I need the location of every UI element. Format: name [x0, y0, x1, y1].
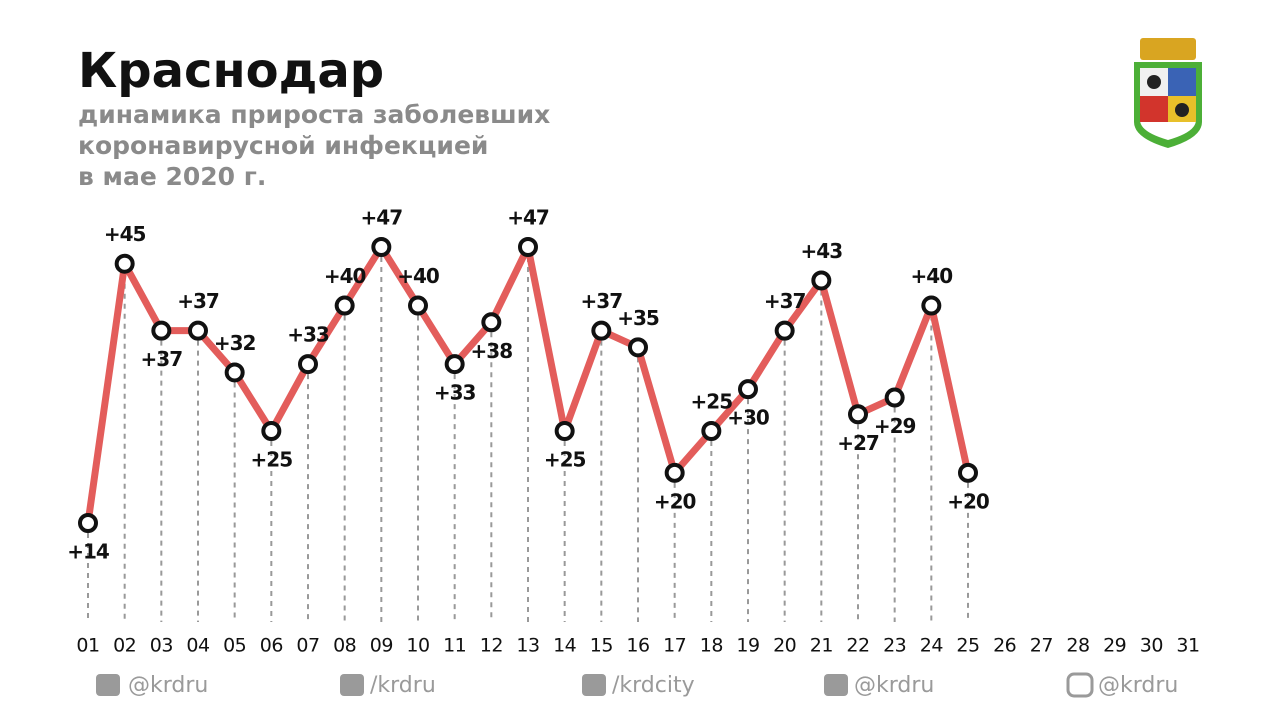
point — [701, 421, 722, 441]
x-tick-label: 03 — [150, 635, 173, 657]
x-tick-label: 14 — [553, 635, 577, 657]
x-tick-label: 28 — [1066, 635, 1089, 657]
point — [224, 362, 245, 383]
point — [628, 337, 648, 358]
x-tick-label: 22 — [846, 635, 869, 657]
value-label: +25 — [544, 448, 586, 472]
x-tick-label: 12 — [480, 635, 503, 657]
x-tick-label: 25 — [956, 635, 979, 657]
x-tick-label: 26 — [993, 635, 1016, 657]
footer-handle: @krdru — [128, 673, 208, 698]
value-label: +37 — [177, 289, 219, 313]
value-label: +30 — [727, 406, 769, 430]
value-label: +35 — [617, 306, 659, 330]
point — [481, 312, 502, 333]
point — [958, 462, 978, 483]
value-label: +47 — [361, 206, 403, 230]
x-tick-label: 13 — [516, 635, 539, 657]
point — [298, 354, 318, 375]
point — [554, 421, 575, 441]
x-tick-label: 23 — [883, 635, 906, 657]
value-label: +29 — [874, 414, 916, 438]
point — [811, 270, 832, 291]
value-label: +37 — [141, 347, 183, 371]
subtitle: динамика прироста заболевших — [78, 100, 550, 129]
value-label: +37 — [581, 289, 623, 313]
point — [188, 320, 208, 341]
x-tick-label: 11 — [443, 635, 466, 657]
x-tick-label: 05 — [223, 635, 246, 657]
x-tick-label: 06 — [260, 635, 283, 657]
point — [738, 379, 758, 400]
point — [78, 513, 98, 533]
chart-title: Краснодар — [78, 43, 384, 99]
point — [408, 295, 428, 316]
value-label: +33 — [434, 381, 476, 405]
x-tick-label: 18 — [700, 635, 723, 657]
x-tick-label: 02 — [113, 635, 136, 657]
value-label: +38 — [471, 339, 513, 363]
x-tick-label: 10 — [406, 635, 429, 657]
point — [261, 421, 282, 441]
x-tick-label: 24 — [920, 635, 944, 657]
footer-handle: @krdru — [1098, 673, 1178, 698]
point — [371, 237, 392, 257]
x-tick-label: 20 — [773, 635, 796, 657]
value-label: +40 — [911, 264, 953, 288]
footer: @krdru /krdru /krdcity @krdru @krdru — [96, 672, 1178, 698]
x-tick-label: 31 — [1176, 635, 1199, 657]
value-label: +40 — [324, 264, 366, 288]
value-label: +25 — [251, 448, 293, 472]
value-label: +47 — [507, 206, 549, 230]
point — [921, 295, 942, 316]
value-label: +40 — [397, 264, 439, 288]
point — [884, 387, 905, 408]
x-tick-label: 07 — [296, 635, 319, 657]
subtitle: в мае 2020 г. — [78, 162, 266, 191]
x-tick-label: 09 — [370, 635, 393, 657]
value-label: +45 — [104, 222, 146, 246]
point — [591, 320, 612, 341]
value-label: +20 — [654, 489, 696, 513]
value-label: +25 — [691, 390, 733, 414]
point — [114, 253, 135, 274]
x-tick-label: 27 — [1030, 635, 1053, 657]
x-tick-label: 17 — [663, 635, 686, 657]
point — [151, 320, 172, 341]
point — [774, 320, 795, 341]
value-label: +33 — [287, 323, 329, 347]
x-tick-label: 15 — [590, 635, 613, 657]
x-tick-label: 01 — [76, 635, 99, 657]
value-label: +37 — [764, 289, 806, 313]
value-label: +20 — [947, 489, 989, 513]
value-label: +27 — [837, 431, 879, 455]
x-tick-label: 08 — [333, 635, 356, 657]
point — [334, 295, 355, 316]
value-label: +32 — [214, 331, 256, 355]
point — [848, 404, 868, 425]
value-label: +14 — [67, 540, 109, 564]
x-tick-label: 30 — [1140, 635, 1163, 657]
point — [444, 354, 465, 375]
subtitle: коронавирусной инфекцией — [78, 131, 488, 160]
coat-of-arms — [1134, 38, 1202, 148]
x-tick-label: 29 — [1103, 635, 1126, 657]
footer-handle: /krdru — [370, 673, 436, 698]
x-tick-label: 16 — [626, 635, 649, 657]
x-tick-label: 04 — [186, 635, 210, 657]
point — [664, 462, 685, 483]
footer-handle: /krdcity — [612, 673, 695, 698]
x-tick-label: 21 — [810, 635, 833, 657]
value-label: +43 — [801, 239, 843, 263]
footer-handle: @krdru — [854, 673, 934, 698]
x-tick-label: 19 — [736, 635, 759, 657]
point — [518, 237, 538, 257]
